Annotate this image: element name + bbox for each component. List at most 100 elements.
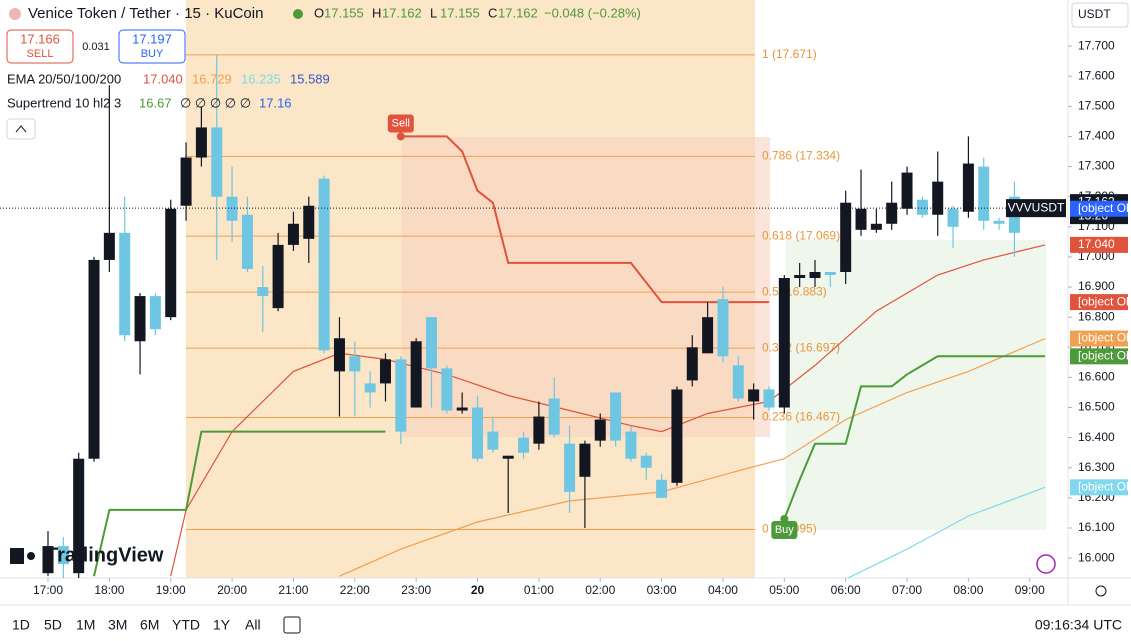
chart-title: Venice Token / Tether · 15 · KuCoin bbox=[28, 5, 263, 22]
indicator-line bbox=[846, 486, 1046, 578]
timeframe-button[interactable]: 5D bbox=[44, 617, 62, 633]
indicator-line bbox=[93, 355, 1046, 577]
candle-body bbox=[410, 341, 422, 408]
candle-body bbox=[103, 232, 115, 260]
timeframe-button[interactable]: YTD bbox=[172, 617, 200, 633]
candle-body bbox=[962, 163, 974, 212]
timeframe-button[interactable]: All bbox=[245, 617, 261, 633]
candle-body bbox=[870, 223, 882, 230]
ohlc-value: 17.162 bbox=[498, 5, 538, 20]
candle-body bbox=[456, 407, 468, 411]
signal-label: Buy bbox=[775, 524, 794, 536]
indicator-value: 16.67 bbox=[139, 95, 172, 110]
price-badge bbox=[1070, 479, 1128, 496]
y-tick-label: 16.100 bbox=[1078, 520, 1115, 534]
timeframe-button[interactable]: 1M bbox=[76, 617, 95, 633]
lightning-icon[interactable] bbox=[1036, 554, 1056, 574]
candle-body bbox=[73, 458, 85, 574]
timeframe-button[interactable]: 3M bbox=[108, 617, 127, 633]
candle-body bbox=[732, 365, 744, 399]
y-tick-label: 17.500 bbox=[1078, 98, 1115, 112]
x-tick-label: 20:00 bbox=[217, 583, 247, 597]
price-badge bbox=[1070, 200, 1128, 217]
indicator-value: 15.589 bbox=[290, 71, 330, 86]
candle-body bbox=[426, 317, 437, 369]
candle-body bbox=[472, 407, 484, 459]
indicator-name: EMA 20/50/100/200 bbox=[7, 71, 121, 86]
candle-body bbox=[978, 166, 990, 221]
settings-icon[interactable] bbox=[1095, 585, 1107, 597]
x-tick-label: 08:00 bbox=[953, 583, 983, 597]
price-badge-label: [object Object] bbox=[1078, 294, 1131, 308]
candle-body bbox=[763, 389, 775, 408]
candle-body bbox=[349, 356, 361, 372]
y-tick-label: 17.300 bbox=[1078, 159, 1115, 173]
x-tick-label: 03:00 bbox=[647, 583, 677, 597]
candle-body bbox=[625, 431, 637, 459]
candle-body bbox=[88, 259, 100, 459]
signal-badge bbox=[771, 520, 798, 539]
candle-body bbox=[257, 287, 269, 297]
candle-body bbox=[241, 214, 253, 269]
sell-price: 17.166 bbox=[20, 31, 60, 46]
spread: 0.031 bbox=[82, 41, 110, 53]
candle-body bbox=[318, 178, 330, 351]
signal-badge bbox=[387, 114, 414, 133]
candle-body bbox=[901, 172, 913, 209]
ohlc-key: H bbox=[372, 5, 381, 20]
candle-body bbox=[824, 271, 836, 275]
x-tick-label: 01:00 bbox=[524, 583, 554, 597]
x-tick-label: 05:00 bbox=[769, 583, 799, 597]
candle-body bbox=[640, 455, 652, 468]
supertrend-fill bbox=[402, 137, 770, 437]
price-badge-label: [object Object] bbox=[1078, 201, 1131, 215]
candle-body bbox=[287, 223, 299, 245]
price-badge-label: [object Object] bbox=[1078, 331, 1131, 345]
candle-body bbox=[594, 419, 606, 441]
candle-body bbox=[518, 437, 530, 453]
candle-body bbox=[717, 299, 729, 357]
candle-body bbox=[441, 368, 453, 411]
candle-body bbox=[671, 389, 683, 483]
ohlc-key: L bbox=[430, 5, 437, 20]
currency-button[interactable] bbox=[1071, 2, 1129, 28]
fib-label: 0.618 (17.069) bbox=[762, 228, 840, 242]
timeframe-button[interactable]: 1Y bbox=[213, 617, 231, 633]
fib-label: 0.382 (16.697) bbox=[762, 340, 840, 354]
indicator-gap: ∅ ∅ ∅ ∅ ∅ bbox=[180, 95, 251, 110]
candle-body bbox=[180, 157, 192, 206]
ohlc-key: C bbox=[488, 5, 497, 20]
signal-label: Sell bbox=[392, 117, 410, 129]
sell-button[interactable] bbox=[6, 29, 74, 64]
x-tick-label: 18:00 bbox=[94, 583, 124, 597]
candle-body bbox=[379, 359, 391, 384]
x-tick-label: 17:00 bbox=[33, 583, 63, 597]
x-tick-label: 22:00 bbox=[340, 583, 370, 597]
collapse-button[interactable] bbox=[6, 118, 36, 140]
candle-body bbox=[748, 389, 760, 402]
indicator-line bbox=[339, 337, 1046, 577]
price-badge bbox=[1070, 330, 1128, 347]
timeframe-button[interactable]: 1D bbox=[12, 617, 30, 633]
candle-body bbox=[487, 431, 499, 450]
calendar-icon[interactable] bbox=[283, 616, 301, 634]
indicator-value: 16.235 bbox=[241, 71, 281, 86]
ohlc-value: 17.162 bbox=[382, 5, 422, 20]
y-tick-label: 17.600 bbox=[1078, 68, 1115, 82]
timeframe-button[interactable]: 6M bbox=[140, 617, 159, 633]
currency: USDT bbox=[1078, 7, 1111, 21]
buy-button[interactable] bbox=[118, 29, 186, 64]
candle-body bbox=[364, 383, 376, 393]
candle-body bbox=[947, 208, 959, 227]
brand: TradingView bbox=[46, 544, 164, 566]
candle-body bbox=[778, 278, 790, 408]
candle-body bbox=[993, 220, 1005, 224]
clock: 09:16:34 UTC bbox=[1035, 617, 1122, 633]
candle-body bbox=[119, 232, 131, 336]
price-badge-label: [object Object] bbox=[1078, 348, 1131, 362]
price-badge bbox=[1070, 294, 1128, 311]
y-tick-label: 16.600 bbox=[1078, 370, 1115, 384]
y-tick-label: 16.500 bbox=[1078, 400, 1115, 414]
indicator-line bbox=[400, 135, 769, 304]
candle-body bbox=[564, 443, 576, 492]
